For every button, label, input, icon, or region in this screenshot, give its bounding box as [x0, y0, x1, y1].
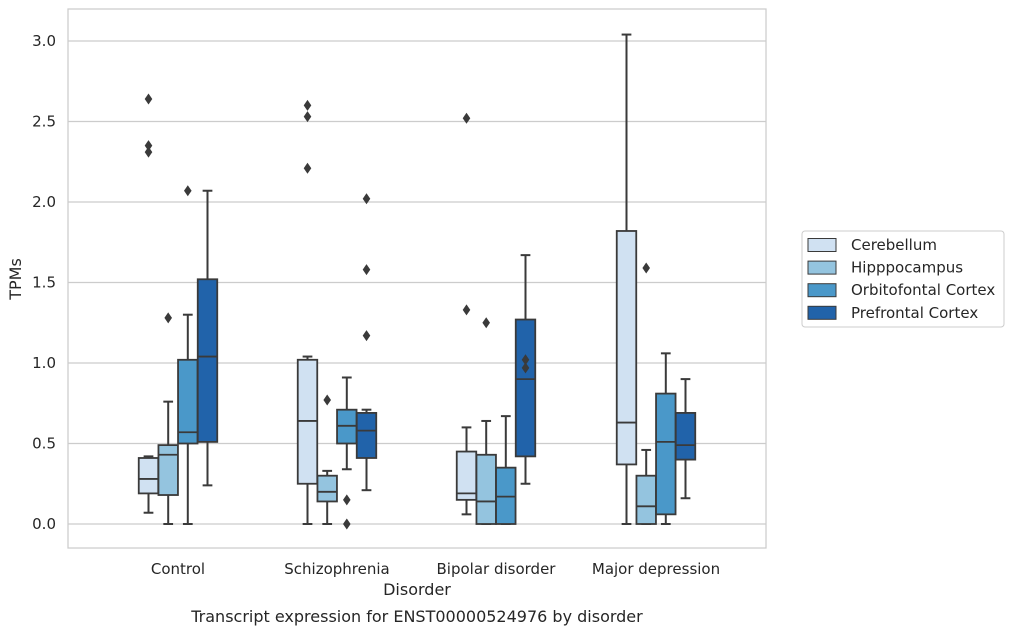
box-cerebellum: [137, 93, 160, 514]
y-tick-label: 0.0: [32, 515, 56, 533]
outlier-point: [144, 140, 153, 152]
box-iqr: [674, 412, 697, 461]
box-orbitofontal-cortex: [655, 352, 677, 525]
box-cerebellum: [615, 33, 638, 525]
box-prefrontal-cortex: [196, 189, 219, 487]
legend-swatch: [807, 283, 837, 298]
box-prefrontal-cortex: [674, 378, 697, 500]
x-axis-label: Disorder: [383, 580, 451, 599]
box-iqr: [615, 230, 638, 466]
outlier-point: [462, 304, 471, 316]
outlier-point: [144, 146, 153, 158]
outlier-point: [303, 99, 312, 111]
legend-swatch: [807, 238, 837, 252]
legend-swatch: [807, 260, 837, 275]
box-hipppocampus: [157, 312, 179, 525]
outlier-point: [642, 262, 650, 274]
outlier-point: [362, 193, 371, 205]
outlier-point: [362, 264, 371, 276]
legend-swatch: [807, 305, 837, 320]
legend-frame: [801, 230, 1005, 328]
outlier-point: [521, 354, 530, 366]
box-cerebellum: [455, 112, 478, 516]
box-iqr: [635, 474, 657, 525]
outlier-point: [303, 111, 312, 123]
box-iqr: [196, 278, 219, 443]
box-hipppocampus: [475, 317, 497, 525]
x-tick-label: Major depression: [592, 560, 720, 578]
box-cerebellum: [296, 99, 319, 525]
plot-frame: [67, 8, 767, 549]
outlier-point: [343, 494, 351, 506]
outlier-point: [144, 93, 153, 105]
outlier-point: [184, 185, 192, 197]
box-orbitofontal-cortex: [177, 185, 199, 525]
legend-label: Orbitofontal Cortex: [851, 281, 995, 299]
y-tick-label: 1.5: [32, 274, 56, 292]
box-orbitofontal-cortex: [495, 415, 517, 525]
y-tick-label: 1.0: [32, 354, 56, 372]
y-tick-label: 2.0: [32, 193, 56, 211]
outlier-point: [164, 312, 172, 324]
outlier-point: [362, 330, 371, 342]
box-iqr: [514, 318, 537, 458]
outlier-point: [303, 162, 312, 174]
x-tick-label: Schizophrenia: [284, 560, 389, 578]
chart-caption: Transcript expression for ENST0000052497…: [190, 607, 643, 626]
box-hipppocampus: [635, 262, 657, 525]
outlier-point: [343, 518, 351, 530]
y-tick-label: 0.5: [32, 435, 56, 453]
box-iqr: [475, 453, 497, 525]
x-tick-label: Bipolar disorder: [437, 560, 557, 578]
box-iqr: [137, 457, 160, 495]
box-hipppocampus: [316, 394, 338, 525]
legend-label: Hipppocampus: [851, 259, 963, 277]
outlier-point: [462, 112, 471, 124]
y-tick-label: 3.0: [32, 32, 56, 50]
box-prefrontal-cortex: [355, 193, 378, 492]
y-axis-label: TPMs: [6, 258, 25, 301]
box-iqr: [655, 392, 677, 516]
legend-label: Cerebellum: [851, 236, 937, 254]
box-iqr: [177, 358, 199, 445]
legend: Cerebellum Hipppocampus Orbitofontal Corte…: [801, 230, 1005, 328]
box-iqr: [355, 412, 378, 459]
outlier-point: [482, 317, 490, 329]
outlier-point: [323, 394, 331, 406]
box-prefrontal-cortex: [514, 254, 537, 485]
x-axis-ticks: Control Schizophrenia Bipolar disorder Majo…: [151, 560, 720, 578]
box-plot-area: [137, 33, 697, 530]
x-tick-label: Control: [151, 560, 205, 578]
y-axis-ticks: 0.0 0.5 1.0 1.5 2.0 2.5 3.0: [32, 32, 56, 533]
y-tick-label: 2.5: [32, 113, 56, 131]
box-iqr: [157, 444, 179, 496]
legend-label: Prefrontal Cortex: [851, 304, 978, 322]
box-iqr: [316, 474, 338, 503]
outlier-point: [521, 362, 530, 374]
box-orbitofontal-cortex: [336, 376, 358, 530]
